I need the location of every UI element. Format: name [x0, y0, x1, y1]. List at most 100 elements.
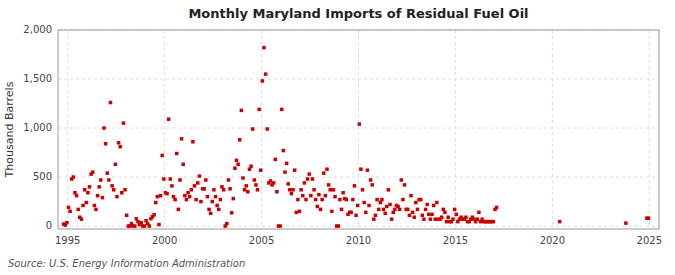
- point: [236, 163, 240, 167]
- point: [317, 193, 321, 197]
- point: [143, 224, 147, 228]
- point: [196, 181, 200, 185]
- point: [228, 187, 232, 191]
- point: [261, 79, 265, 83]
- point: [240, 109, 244, 113]
- point: [106, 171, 110, 175]
- point: [416, 208, 420, 212]
- point: [75, 194, 79, 198]
- point: [152, 213, 156, 217]
- point: [374, 214, 378, 218]
- point: [120, 191, 124, 195]
- point: [419, 198, 423, 202]
- point: [97, 185, 101, 189]
- point: [400, 178, 404, 182]
- point: [123, 188, 127, 192]
- point: [125, 214, 128, 218]
- point: [425, 203, 429, 207]
- point: [327, 183, 331, 187]
- point: [251, 127, 255, 131]
- point: [295, 211, 299, 215]
- point: [558, 220, 562, 224]
- point: [361, 188, 365, 192]
- point: [180, 137, 184, 141]
- point: [211, 200, 215, 204]
- point: [338, 198, 342, 202]
- point: [139, 221, 143, 225]
- point: [453, 208, 457, 212]
- point: [112, 188, 116, 192]
- point: [314, 198, 318, 202]
- point: [390, 217, 394, 221]
- point: [214, 195, 218, 199]
- chart-container: 05001,0001,5002,000199520002005201020152…: [0, 0, 675, 275]
- point: [274, 158, 278, 162]
- plot-frame: [58, 30, 659, 229]
- point: [359, 167, 363, 171]
- point: [377, 208, 381, 212]
- point: [68, 210, 72, 214]
- point: [156, 195, 160, 199]
- point: [269, 179, 273, 183]
- point: [330, 210, 334, 214]
- point: [341, 191, 345, 195]
- point: [454, 213, 458, 217]
- point: [408, 214, 412, 218]
- point: [312, 188, 316, 192]
- point: [280, 108, 284, 112]
- point: [122, 121, 126, 125]
- y-tick-label: 0: [46, 220, 52, 231]
- y-tick-label: 2,000: [23, 24, 52, 35]
- point: [162, 177, 166, 181]
- point: [435, 201, 439, 205]
- point: [96, 194, 100, 198]
- point: [370, 183, 374, 187]
- point: [67, 206, 71, 210]
- point: [230, 211, 234, 215]
- point: [278, 224, 282, 228]
- point: [115, 195, 119, 199]
- point: [349, 211, 353, 215]
- point: [403, 183, 407, 187]
- point: [283, 170, 287, 174]
- point: [647, 216, 651, 220]
- title: Monthly Maryland Imports of Residual Fue…: [188, 6, 528, 21]
- point: [398, 208, 402, 212]
- y-tick-label: 500: [33, 171, 52, 182]
- point: [303, 181, 307, 185]
- point: [238, 138, 242, 142]
- point: [293, 168, 297, 172]
- point: [170, 184, 174, 188]
- point: [401, 198, 405, 202]
- point: [199, 200, 203, 204]
- point: [464, 215, 468, 219]
- point: [432, 204, 436, 208]
- point: [244, 184, 248, 188]
- point: [324, 194, 328, 198]
- point: [256, 188, 260, 192]
- point: [83, 188, 87, 192]
- point: [322, 171, 326, 175]
- point: [367, 204, 371, 208]
- point: [109, 101, 113, 105]
- x-tick-label: 2020: [540, 235, 565, 246]
- point: [446, 215, 450, 219]
- point: [298, 210, 302, 214]
- point: [337, 224, 341, 228]
- point: [440, 215, 444, 219]
- point: [383, 212, 387, 216]
- point: [356, 204, 360, 208]
- point: [235, 159, 239, 163]
- point: [209, 212, 213, 216]
- point: [160, 154, 164, 158]
- point: [325, 167, 329, 171]
- point: [412, 215, 416, 219]
- point: [159, 194, 163, 198]
- point: [385, 205, 389, 209]
- point: [291, 188, 295, 192]
- point: [433, 217, 437, 221]
- point: [102, 126, 106, 130]
- point: [492, 220, 496, 224]
- point: [118, 145, 122, 149]
- point: [430, 213, 434, 217]
